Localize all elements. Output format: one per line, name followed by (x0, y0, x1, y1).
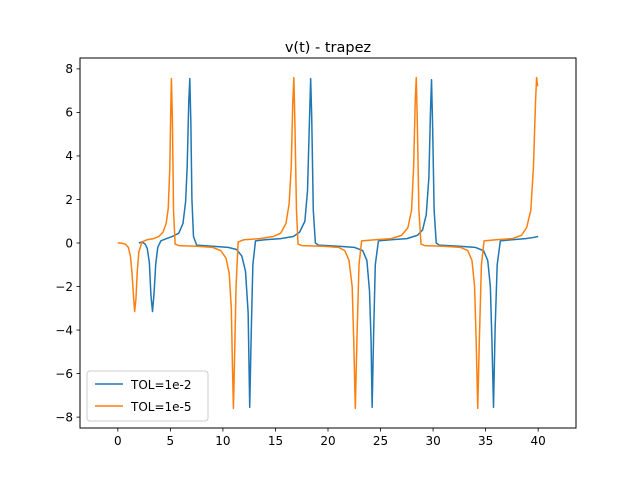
x-tick-label: 30 (425, 434, 440, 448)
x-tick-label: 25 (373, 434, 388, 448)
x-axis: 0 5 10 15 20 25 30 35 40 (114, 428, 546, 448)
x-tick-label: 0 (114, 434, 122, 448)
x-tick-label: 15 (268, 434, 283, 448)
series-line-1 (138, 77, 539, 409)
chart-title: v(t) - trapez (285, 40, 371, 56)
y-axis: −8 −6 −4 −2 0 2 4 6 8 (55, 62, 80, 424)
legend-label-series-2: TOL=1e-5 (130, 400, 192, 414)
series-layer (117, 76, 539, 410)
y-tick-label: 4 (65, 149, 73, 163)
y-tick-label: 2 (65, 193, 73, 207)
y-tick-label: −6 (55, 367, 73, 381)
y-tick-label: −4 (55, 323, 73, 337)
y-tick-label: 6 (65, 106, 73, 120)
legend: TOL=1e-2 TOL=1e-5 (86, 370, 209, 422)
x-tick-label: 5 (167, 434, 175, 448)
x-tick-label: 20 (320, 434, 335, 448)
y-tick-label: 0 (65, 236, 73, 250)
x-tick-label: 10 (215, 434, 230, 448)
legend-label-series-1: TOL=1e-2 (130, 378, 192, 392)
y-tick-label: −2 (55, 280, 73, 294)
y-tick-label: 8 (65, 62, 73, 76)
x-tick-label: 35 (478, 434, 493, 448)
series-line-2 (117, 76, 539, 410)
x-tick-label: 40 (531, 434, 546, 448)
y-tick-label: −8 (55, 410, 73, 424)
